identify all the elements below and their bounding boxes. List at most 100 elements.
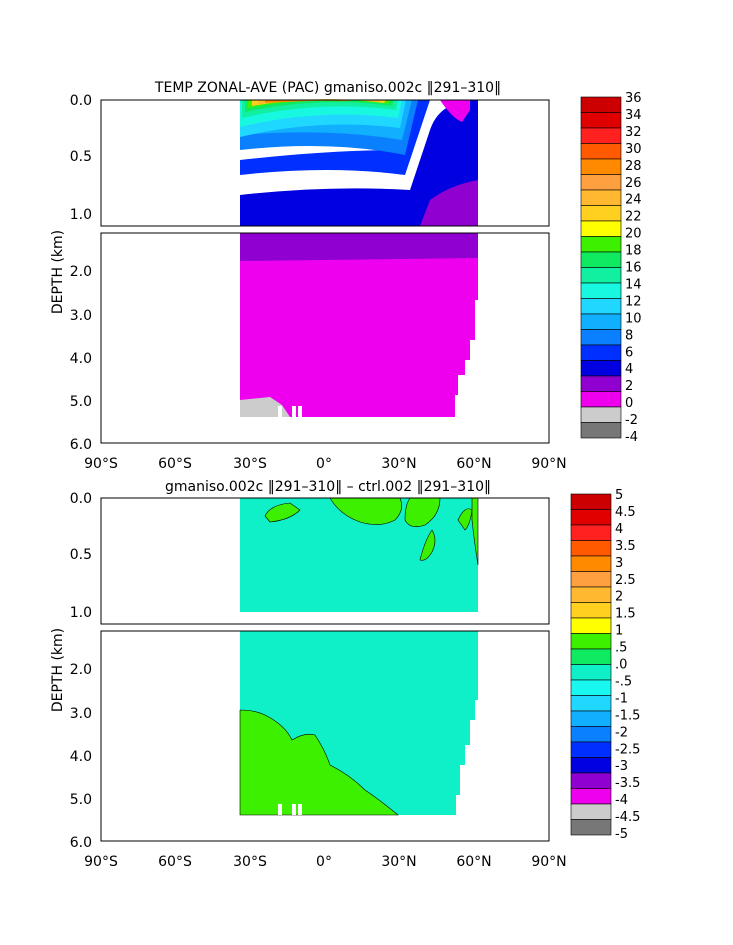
contour-fill-pos — [471, 497, 479, 566]
colorbar-swatch — [570, 524, 612, 541]
mask-gap — [292, 804, 296, 815]
lower-field — [240, 233, 478, 417]
colorbar-label: 1 — [615, 624, 623, 639]
colorbar-swatch — [570, 602, 612, 619]
colorbar-swatch — [570, 648, 612, 665]
colorbar-label: 16 — [625, 261, 642, 276]
colorbar-swatch — [570, 617, 612, 634]
contour-fill-pos — [329, 497, 402, 525]
x-tick-label: 90°S — [84, 456, 118, 472]
contour-fill-8-north — [440, 100, 470, 122]
mask-gap — [278, 406, 282, 417]
colorbar-label: -2 — [625, 413, 638, 428]
contour-fill-2-lower — [240, 233, 478, 261]
colorbar-swatch — [580, 360, 622, 377]
colorbar-swatch — [570, 710, 612, 727]
mask-gap — [292, 406, 296, 417]
mask-gap — [298, 804, 302, 815]
colorbar-label: 3 — [615, 556, 623, 571]
contour-fill-26 — [265, 100, 350, 103]
colorbar-label: 4 — [615, 522, 623, 537]
colorbar-label: -.5 — [615, 674, 632, 689]
x-tick-label: 60°S — [158, 854, 192, 870]
y-tick-label: 6.0 — [70, 835, 92, 851]
y-tick-label: 2.0 — [70, 662, 92, 678]
upper-frame — [100, 497, 550, 625]
colorbar-label: 1.5 — [615, 607, 636, 622]
colorbar-swatch — [570, 803, 612, 820]
y-tick-label: 2.0 — [70, 264, 92, 280]
colorbar-label: -3.5 — [615, 776, 640, 791]
colorbar-label: .0 — [615, 658, 627, 673]
y-tick-label: 6.0 — [70, 437, 92, 453]
x-tick-label: 60°N — [456, 854, 491, 870]
colorbar-swatch — [580, 189, 622, 206]
colorbar-label: -1 — [615, 691, 628, 706]
colorbar-swatch — [580, 298, 622, 315]
contour-fill-neg-lower — [240, 397, 290, 417]
mask-gap — [278, 804, 282, 815]
panel-temperature: TEMP ZONAL-AVE (PAC) gmaniso.002c ‖291–3… — [50, 80, 642, 472]
chart-title: TEMP ZONAL-AVE (PAC) gmaniso.002c ‖291–3… — [154, 80, 501, 96]
colorbar-label: 18 — [625, 244, 642, 259]
chart-title: gmaniso.002c ‖291–310‖ – ctrl.002 ‖291–3… — [165, 479, 491, 495]
colorbar-swatch — [570, 726, 612, 743]
y-axis-label: DEPTH (km) — [50, 230, 66, 314]
colorbar-label: -2 — [615, 725, 628, 740]
x-tick-label: 0° — [316, 854, 332, 870]
colorbar-label: 24 — [625, 193, 642, 208]
colorbar-swatch — [570, 757, 612, 774]
colorbar-label: -4.5 — [615, 810, 640, 825]
colorbar-swatch — [570, 819, 612, 836]
colorbar-swatch — [570, 509, 612, 526]
contour-fill-6 — [240, 100, 430, 195]
contour-fill-18 — [245, 100, 394, 112]
colorbar-swatch — [570, 493, 612, 510]
colorbar-label: -5 — [615, 827, 628, 842]
colorbar-label: .5 — [615, 641, 627, 656]
colorbar-label: 26 — [625, 176, 642, 191]
colorbar-swatch — [580, 329, 622, 346]
upper-field — [240, 99, 478, 226]
colorbar-swatch — [580, 236, 622, 253]
contour-fill-pos — [419, 529, 436, 561]
colorbar-label: 14 — [625, 277, 642, 292]
colorbar-swatch — [580, 251, 622, 268]
colorbar-label: -2.5 — [615, 742, 640, 757]
colorbar-label: 2.5 — [615, 573, 636, 588]
colorbar-swatch — [580, 406, 622, 423]
colorbar-label: 4 — [625, 362, 633, 377]
colorbar-label: -3 — [615, 759, 628, 774]
colorbar-swatch — [570, 788, 612, 805]
colorbar-label: -4 — [615, 793, 628, 808]
colorbar-label: 0 — [625, 396, 633, 411]
colorbar-label: 6 — [625, 345, 633, 360]
colorbar-swatch — [580, 174, 622, 191]
x-tick-label: 0° — [316, 456, 332, 472]
y-tick-label: 0.5 — [70, 547, 92, 563]
colorbar-label: 36 — [625, 91, 642, 106]
colorbar-swatch — [580, 391, 622, 408]
x-tick-label: 90°N — [531, 456, 566, 472]
x-tick-label: 60°N — [456, 456, 491, 472]
colorbar-label: 2 — [625, 379, 633, 394]
y-tick-label: 1.0 — [70, 207, 92, 223]
colorbar-swatch — [580, 127, 622, 144]
colorbar: 54.543.532.521.51.5.0-.5-1-1.5-2-2.5-3-3… — [570, 488, 640, 842]
contour-fill-pos — [264, 502, 301, 523]
colorbar-swatch — [580, 422, 622, 439]
contour-fill-0-lower — [240, 258, 478, 417]
colorbar-label: 5 — [615, 488, 623, 503]
colorbar-swatch — [580, 282, 622, 299]
colorbar-swatch — [580, 158, 622, 175]
contour-fill-2 — [420, 180, 478, 226]
colorbar-label: 28 — [625, 159, 642, 174]
colorbar-label: 34 — [625, 108, 642, 123]
y-tick-label: 0.0 — [70, 491, 92, 507]
colorbar-swatch — [580, 205, 622, 222]
colorbar-label: 10 — [625, 311, 642, 326]
colorbar-swatch — [580, 112, 622, 129]
colorbar-label: 3.5 — [615, 539, 636, 554]
colorbar-swatch — [580, 267, 622, 284]
